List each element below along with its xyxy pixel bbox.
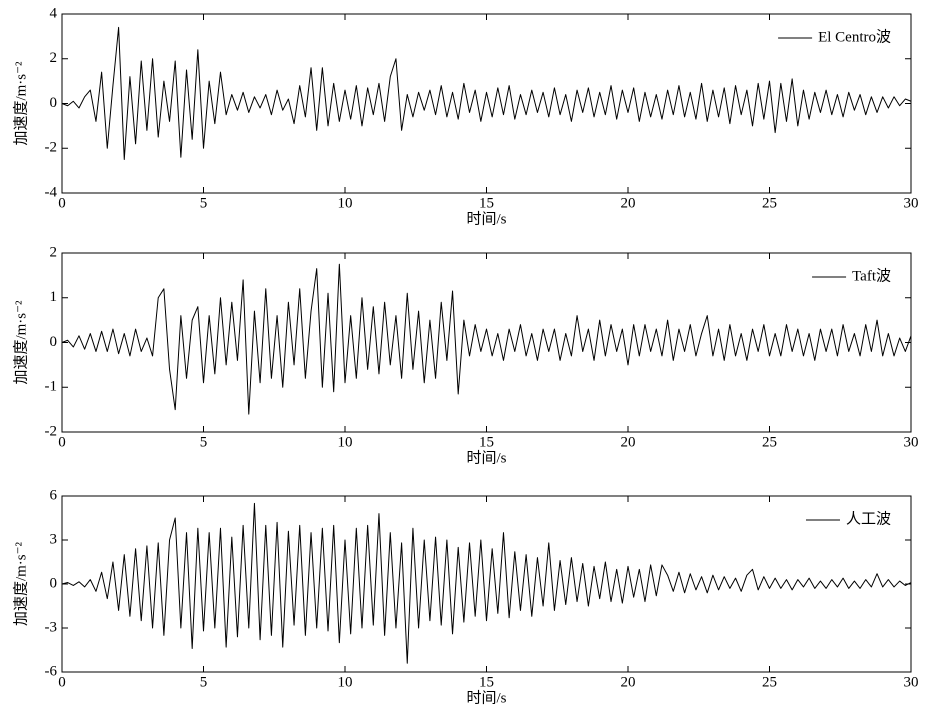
x-tick-label: 0 (58, 674, 66, 690)
x-tick-label: 0 (58, 195, 66, 211)
legend-label: El Centro波 (818, 28, 891, 45)
y-tick-label: -6 (45, 663, 58, 679)
x-tick-label: 25 (762, 195, 777, 211)
x-tick-label: 30 (904, 434, 919, 450)
y-tick-label: 4 (50, 5, 58, 21)
x-tick-label: 30 (904, 674, 919, 690)
x-tick-label: 10 (338, 434, 353, 450)
y-tick-label: -3 (45, 619, 58, 635)
x-tick-label: 15 (479, 434, 494, 450)
y-axis-label: 加速度/m·s⁻² (12, 541, 29, 626)
x-axis-label: 时间/s (466, 449, 506, 466)
x-tick-label: 10 (338, 195, 353, 211)
x-tick-label: 10 (338, 674, 353, 690)
x-tick-label: 0 (58, 434, 66, 450)
x-tick-label: 20 (621, 195, 636, 211)
y-tick-label: -2 (45, 423, 58, 439)
legend-label: 人工波 (846, 510, 891, 527)
y-tick-label: -4 (45, 184, 58, 200)
x-tick-label: 5 (200, 195, 208, 211)
x-tick-label: 20 (621, 674, 636, 690)
y-tick-label: 0 (50, 575, 58, 591)
y-axis-label: 加速度/m·s⁻² (12, 61, 29, 146)
x-tick-label: 30 (904, 195, 919, 211)
y-tick-label: 3 (50, 531, 58, 547)
x-axis-label: 时间/s (466, 689, 506, 706)
y-tick-label: 2 (50, 244, 58, 260)
y-tick-label: -1 (45, 379, 58, 395)
x-tick-label: 5 (200, 674, 208, 690)
y-axis-label: 加速度/m·s⁻² (12, 300, 29, 385)
x-tick-label: 25 (762, 674, 777, 690)
y-tick-label: 1 (50, 289, 58, 305)
y-tick-label: 2 (50, 50, 58, 66)
y-tick-label: 0 (50, 95, 58, 111)
x-tick-label: 15 (479, 674, 494, 690)
x-tick-label: 20 (621, 434, 636, 450)
data-line (61, 502, 912, 664)
x-axis-label: 时间/s (466, 210, 506, 227)
x-tick-label: 15 (479, 195, 494, 211)
data-line (61, 26, 912, 160)
y-tick-label: -2 (45, 140, 58, 156)
legend-label: Taft波 (852, 267, 891, 284)
y-tick-label: 6 (50, 487, 58, 503)
y-tick-label: 0 (50, 334, 58, 350)
x-tick-label: 25 (762, 434, 777, 450)
x-tick-label: 5 (200, 434, 208, 450)
data-line (61, 263, 912, 415)
